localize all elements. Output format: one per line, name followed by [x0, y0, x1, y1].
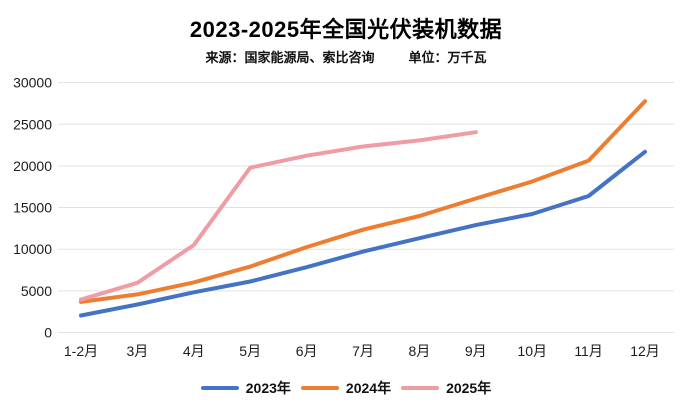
legend-swatch-2025年: [401, 386, 440, 390]
x-tick-label-11月: 11月: [574, 343, 603, 359]
y-tick-label-20000: 20000: [13, 158, 52, 174]
x-tick-label-10月: 10月: [517, 343, 547, 359]
legend-swatch-2023年: [200, 386, 239, 390]
chart-legend: 2023年 2024年 2025年: [0, 378, 692, 398]
legend-label-2025年: 2025年: [446, 380, 492, 396]
x-tick-label-8月: 8月: [409, 343, 431, 359]
x-tick-label-7月: 7月: [352, 343, 374, 359]
x-tick-label-5月: 5月: [239, 343, 261, 359]
legend-label-2024年: 2024年: [345, 380, 392, 396]
y-tick-label-25000: 25000: [13, 116, 52, 132]
chart-unit-label: 单位：万千瓦: [408, 50, 487, 65]
x-tick-label-12月: 12月: [630, 343, 660, 359]
y-tick-label-10000: 10000: [13, 241, 52, 257]
series-line-2025年: [79, 130, 478, 302]
x-tick-label-1-2月: 1-2月: [64, 343, 98, 359]
series-line-2024年: [79, 99, 647, 304]
x-tick-label-3月: 3月: [127, 343, 149, 359]
x-tick-label-9月: 9月: [465, 343, 487, 359]
x-tick-label-6月: 6月: [296, 343, 318, 359]
y-tick-label-30000: 30000: [13, 75, 52, 91]
legend-label-2023年: 2023年: [245, 380, 291, 396]
y-tick-label-15000: 15000: [13, 200, 52, 216]
y-tick-label-5000: 5000: [21, 283, 52, 299]
chart-subtitle: 来源：国家能源局、索比咨询 单位：万千瓦: [0, 47, 692, 66]
legend-item-2024年: 2024年: [300, 378, 392, 398]
series-line-2023年: [79, 149, 647, 318]
y-tick-label-0: 0: [44, 325, 52, 341]
legend-item-2023年: 2023年: [200, 378, 291, 398]
legend-item-2025年: 2025年: [401, 378, 491, 398]
x-tick-label-4月: 4月: [183, 343, 205, 359]
legend-swatch-2024年: [300, 386, 339, 390]
chart-title: 2023-2025年全国光伏装机数据: [189, 17, 503, 42]
chart-source-label: 来源：国家能源局、索比咨询: [205, 50, 375, 65]
